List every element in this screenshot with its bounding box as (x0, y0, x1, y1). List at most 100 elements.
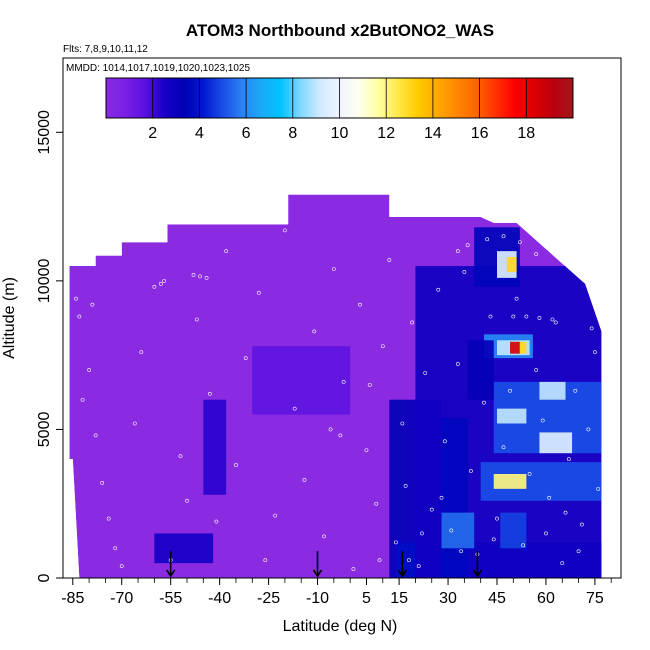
sample-point (377, 558, 382, 563)
sample-points (74, 228, 601, 571)
sample-point (482, 400, 486, 405)
y-tick-label: 0 (36, 573, 53, 582)
colorbar-tick-label: 2 (148, 125, 157, 142)
sample-point (341, 379, 346, 384)
sample-point (119, 564, 124, 569)
colorbar-tick-label: 12 (377, 125, 395, 142)
heatmap-cell (441, 512, 475, 549)
colorbar-tick-label: 6 (242, 125, 251, 142)
sample-point (132, 421, 137, 426)
sample-point (374, 501, 379, 506)
x-tick-label: 60 (537, 590, 555, 607)
sample-point (416, 564, 421, 569)
heatmap-cell (154, 533, 214, 564)
sample-point (514, 296, 519, 301)
colorbar-tick-label: 16 (471, 125, 489, 142)
sample-point (462, 270, 467, 274)
sample-point (586, 427, 591, 432)
colorbar-tick-label: 4 (195, 125, 204, 142)
sample-point (387, 258, 392, 262)
colorbar-ticks: 2 4 6 8 10 12 14 16 18 (148, 78, 535, 142)
x-tick-label: -70 (110, 590, 133, 607)
sample-point (80, 397, 85, 402)
sample-point (563, 510, 568, 515)
flight-arrow (472, 551, 483, 578)
y-tick-label: 5000 (36, 412, 53, 448)
sample-point (358, 302, 362, 307)
sample-point (537, 316, 542, 320)
x-tick-label: -40 (208, 590, 231, 607)
sample-point (106, 516, 111, 521)
sample-point (495, 516, 499, 521)
sample-point (152, 284, 157, 289)
x-tick-label: 75 (586, 590, 604, 607)
y-tick-label: 10000 (36, 259, 53, 304)
sample-point (534, 368, 539, 372)
heatmap-cell (467, 340, 494, 400)
sample-point (485, 237, 490, 242)
sample-point (439, 495, 444, 500)
sample-point (204, 275, 209, 280)
sample-point (501, 445, 506, 450)
sample-point (459, 549, 464, 554)
colorbar-tick-label: 8 (288, 125, 297, 142)
x-tick-label: -55 (159, 590, 182, 607)
sample-point (100, 481, 105, 485)
sample-point (74, 296, 78, 301)
sample-point (406, 558, 411, 563)
plot-frame (62, 57, 622, 579)
dates-note: MMDD: 1014,1017,1019,1020,1023,1025 (66, 63, 250, 74)
heatmap-layer (69, 194, 602, 578)
sample-point (256, 290, 261, 295)
sample-point (455, 249, 460, 254)
sample-point (292, 406, 297, 411)
sample-point (185, 498, 189, 503)
sample-point (560, 561, 565, 566)
heatmap-cell (510, 341, 520, 354)
sample-point (331, 267, 336, 271)
chart-title: ATOM3 Northbound x2ButONO2_WAS (186, 21, 494, 40)
sample-point (243, 356, 248, 361)
sample-point (429, 507, 434, 512)
colorbar-tick-label: 10 (331, 125, 349, 142)
sample-point (544, 531, 548, 536)
sample-point (207, 391, 212, 396)
x-tick-label: 45 (488, 590, 506, 607)
sample-point (540, 418, 545, 423)
sample-point (527, 472, 532, 476)
sample-point (214, 519, 219, 524)
sample-point (468, 469, 473, 473)
colorbar: 2 4 6 8 10 12 14 16 18 (105, 77, 574, 142)
sample-point (400, 421, 405, 426)
sample-point (351, 567, 356, 571)
heatmap-cell (519, 341, 527, 354)
sample-point (491, 537, 496, 542)
heatmap-cell (252, 346, 351, 415)
x-tick-label: -85 (61, 590, 84, 607)
sample-point (410, 320, 415, 325)
sample-point (93, 433, 98, 438)
sample-point (263, 558, 268, 563)
sample-point (139, 350, 144, 355)
flight-arrows (166, 551, 483, 578)
heatmap-cell (497, 408, 527, 424)
x-tick-label: 5 (362, 590, 371, 607)
sample-point (393, 540, 398, 545)
sample-point (364, 448, 369, 453)
sample-point (234, 463, 238, 467)
sample-point (90, 302, 95, 307)
sample-point (87, 368, 92, 372)
flight-arrow (312, 551, 323, 578)
sample-point (162, 278, 167, 283)
sample-point (423, 371, 428, 375)
heatmap-features (154, 227, 602, 578)
heatmap-cell (539, 381, 566, 400)
sample-point (455, 362, 460, 366)
sample-point (302, 478, 307, 482)
x-axis-label: Latitude (deg N) (283, 618, 398, 635)
sample-point (420, 531, 424, 536)
y-axis-label: Altitude (m) (1, 277, 18, 359)
sample-point (178, 454, 183, 459)
colorbar-tick-label: 18 (517, 125, 535, 142)
sample-point (442, 439, 447, 444)
